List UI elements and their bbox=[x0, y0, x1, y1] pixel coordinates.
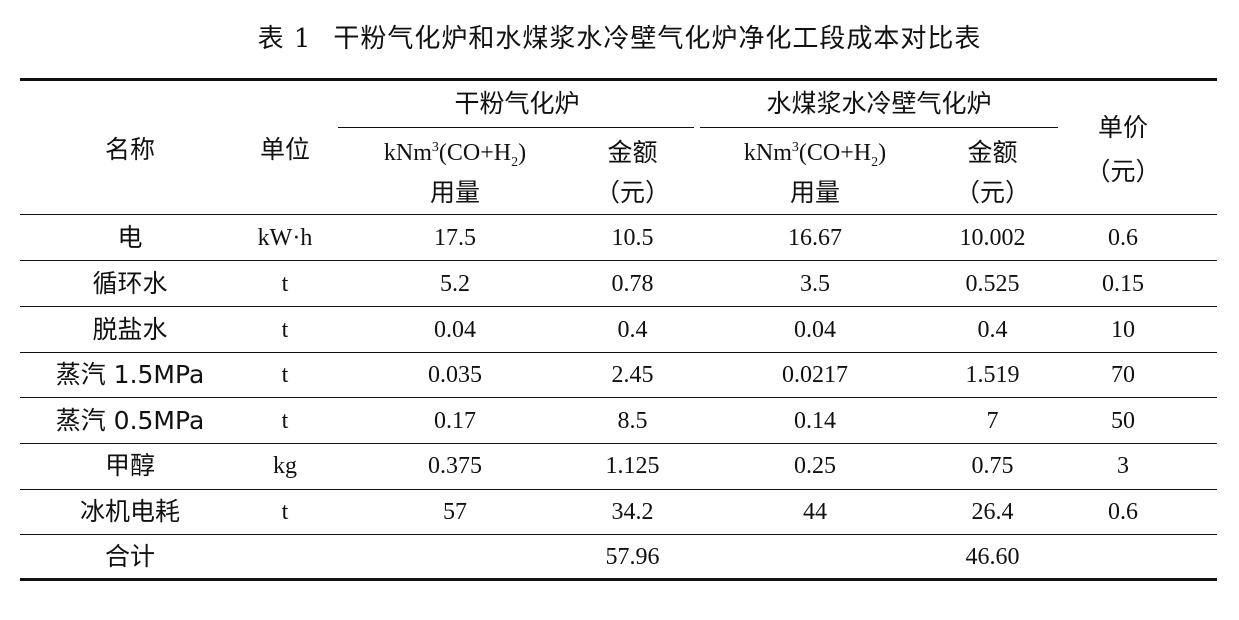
row-name: 冰机电耗 bbox=[79, 497, 180, 526]
row-price: 0.6 bbox=[1108, 225, 1138, 251]
row-name: 蒸汽 1.5MPa bbox=[55, 360, 205, 389]
row-price: 0.15 bbox=[1102, 271, 1144, 297]
row-price: 10 bbox=[1111, 317, 1135, 343]
row-slurry-amount: 10.002 bbox=[959, 225, 1026, 251]
row-rule bbox=[20, 489, 1217, 490]
row-dry-amount: 8.5 bbox=[617, 408, 648, 434]
header-unit: 单位 bbox=[259, 135, 310, 164]
row-dry-amount: 34.2 bbox=[611, 499, 654, 525]
row-slurry-usage: 16.67 bbox=[788, 225, 842, 251]
row-rule bbox=[20, 352, 1217, 353]
row-dry-amount: 0.78 bbox=[611, 271, 654, 297]
row-price: 3 bbox=[1117, 453, 1129, 479]
row-unit: t bbox=[281, 362, 289, 388]
header-slurry-amount-line1: 金额 bbox=[967, 138, 1018, 167]
row-unit: t bbox=[281, 499, 289, 525]
row-name: 蒸汽 0.5MPa bbox=[55, 406, 205, 435]
row-price: 0.6 bbox=[1108, 499, 1138, 525]
table-title: 干粉气化炉和水煤浆水冷壁气化炉净化工段成本对比表 bbox=[333, 24, 982, 54]
row-price: 50 bbox=[1111, 408, 1135, 434]
header-dry-usage: kNm3(CO+H2) bbox=[383, 140, 527, 170]
header-dry-amount-line2: （元） bbox=[594, 178, 670, 207]
row-unit: t bbox=[281, 271, 289, 297]
row-slurry-amount: 0.4 bbox=[977, 317, 1008, 343]
table-caption: 表 1 干粉气化炉和水煤浆水冷壁气化炉净化工段成本对比表 bbox=[0, 18, 1239, 55]
header-slurry-amount-line2: （元） bbox=[954, 178, 1030, 207]
row-price: 70 bbox=[1111, 362, 1135, 388]
bottom-rule bbox=[20, 578, 1217, 581]
total-slurry-amount: 46.60 bbox=[965, 544, 1020, 570]
row-slurry-amount: 7 bbox=[986, 408, 999, 434]
row-unit: t bbox=[281, 317, 289, 343]
row-dry-usage: 0.375 bbox=[428, 453, 482, 479]
row-name: 甲醇 bbox=[104, 451, 155, 480]
row-dry-usage: 17.5 bbox=[434, 225, 476, 251]
row-slurry-usage: 0.0217 bbox=[782, 362, 848, 388]
row-rule bbox=[20, 534, 1217, 535]
row-slurry-usage: 0.25 bbox=[794, 453, 836, 479]
row-unit: kW·h bbox=[257, 225, 313, 251]
header-rule bbox=[20, 214, 1217, 215]
row-unit: kg bbox=[273, 453, 297, 479]
row-slurry-usage: 0.04 bbox=[794, 317, 836, 343]
row-name: 循环水 bbox=[92, 269, 168, 298]
row-unit: t bbox=[281, 408, 289, 434]
row-name: 脱盐水 bbox=[92, 315, 168, 344]
row-dry-usage: 57 bbox=[443, 499, 467, 525]
header-group-slurry: 水煤浆水冷壁气化炉 bbox=[766, 89, 992, 118]
row-dry-usage: 0.04 bbox=[434, 317, 476, 343]
total-label: 合计 bbox=[104, 542, 155, 571]
top-rule bbox=[20, 78, 1217, 81]
table-number: 表 1 bbox=[257, 24, 312, 54]
group-rule-dry bbox=[338, 127, 694, 128]
header-group-dry: 干粉气化炉 bbox=[454, 89, 580, 118]
row-slurry-usage: 3.5 bbox=[800, 271, 830, 297]
row-dry-usage: 5.2 bbox=[440, 271, 470, 297]
row-name: 电 bbox=[117, 223, 143, 252]
header-dry-usage-line2: 用量 bbox=[429, 178, 480, 207]
row-slurry-amount: 0.525 bbox=[965, 271, 1020, 297]
row-dry-usage: 0.17 bbox=[434, 408, 476, 434]
header-name: 名称 bbox=[104, 135, 155, 164]
row-slurry-usage: 44 bbox=[803, 499, 827, 525]
row-slurry-amount: 0.75 bbox=[971, 453, 1014, 479]
header-slurry-usage-line2: 用量 bbox=[789, 178, 840, 207]
row-dry-amount: 2.45 bbox=[611, 362, 654, 388]
header-dry-amount-line1: 金额 bbox=[607, 138, 658, 167]
row-dry-amount: 10.5 bbox=[611, 225, 654, 251]
row-slurry-usage: 0.14 bbox=[794, 408, 836, 434]
header-price-line2: （元） bbox=[1085, 157, 1161, 186]
row-dry-usage: 0.035 bbox=[428, 362, 482, 388]
total-dry-amount: 57.96 bbox=[605, 544, 660, 570]
row-rule bbox=[20, 260, 1217, 261]
header-price-line1: 单价 bbox=[1097, 113, 1148, 142]
header-slurry-usage: kNm3(CO+H2) bbox=[743, 140, 887, 170]
row-slurry-amount: 26.4 bbox=[971, 499, 1014, 525]
row-dry-amount: 1.125 bbox=[605, 453, 660, 479]
group-rule-slurry bbox=[700, 127, 1058, 128]
row-rule bbox=[20, 306, 1217, 307]
row-dry-amount: 0.4 bbox=[617, 317, 648, 343]
row-rule bbox=[20, 443, 1217, 444]
row-rule bbox=[20, 397, 1217, 398]
row-slurry-amount: 1.519 bbox=[965, 362, 1020, 388]
